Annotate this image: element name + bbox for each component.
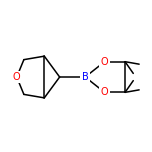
Text: O: O	[101, 57, 108, 67]
Text: O: O	[101, 87, 108, 97]
Text: O: O	[13, 72, 21, 82]
Text: B: B	[82, 72, 89, 82]
